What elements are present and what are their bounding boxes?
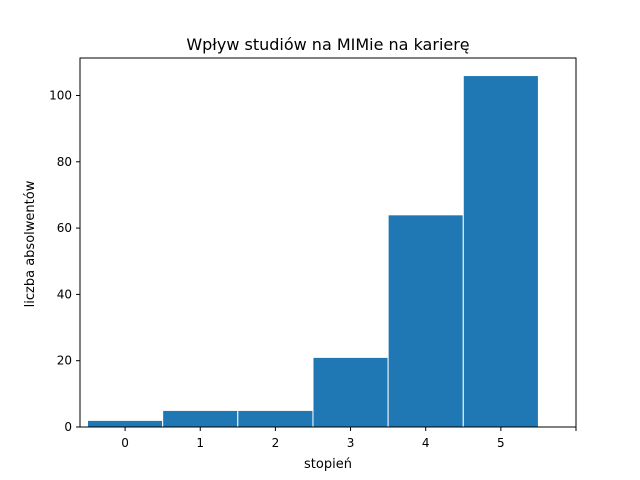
chart-title: Wpływ studiów na MIMie na karierę xyxy=(186,35,469,54)
bar-1 xyxy=(162,409,239,428)
y-axis-label: liczba absolwentów xyxy=(23,180,38,307)
y-tick-label: 20 xyxy=(57,354,72,368)
bar-3 xyxy=(312,356,389,428)
x-tick-label: 0 xyxy=(121,436,129,450)
bar-5 xyxy=(462,75,539,428)
y-tick-label: 0 xyxy=(64,420,72,434)
x-tick-label: 5 xyxy=(497,436,505,450)
y-tick-label: 40 xyxy=(57,287,72,301)
x-tick-label: 3 xyxy=(347,436,355,450)
y-tick-label: 80 xyxy=(57,155,72,169)
bar-4 xyxy=(387,214,464,428)
y-tick-label: 60 xyxy=(57,221,72,235)
x-tick-label: 4 xyxy=(422,436,430,450)
x-tick-label: 2 xyxy=(272,436,280,450)
y-ticks: 0 20 40 60 80 100 xyxy=(49,88,80,434)
bars-group xyxy=(87,75,539,428)
x-ticks: 0 1 2 3 4 5 xyxy=(121,427,577,450)
plot-area-frame xyxy=(79,57,577,428)
x-axis-label: stopień xyxy=(304,457,352,472)
x-tick-label: 1 xyxy=(196,436,204,450)
bar-2 xyxy=(237,409,314,428)
bar-0 xyxy=(87,419,164,428)
y-tick-label: 100 xyxy=(49,88,72,102)
